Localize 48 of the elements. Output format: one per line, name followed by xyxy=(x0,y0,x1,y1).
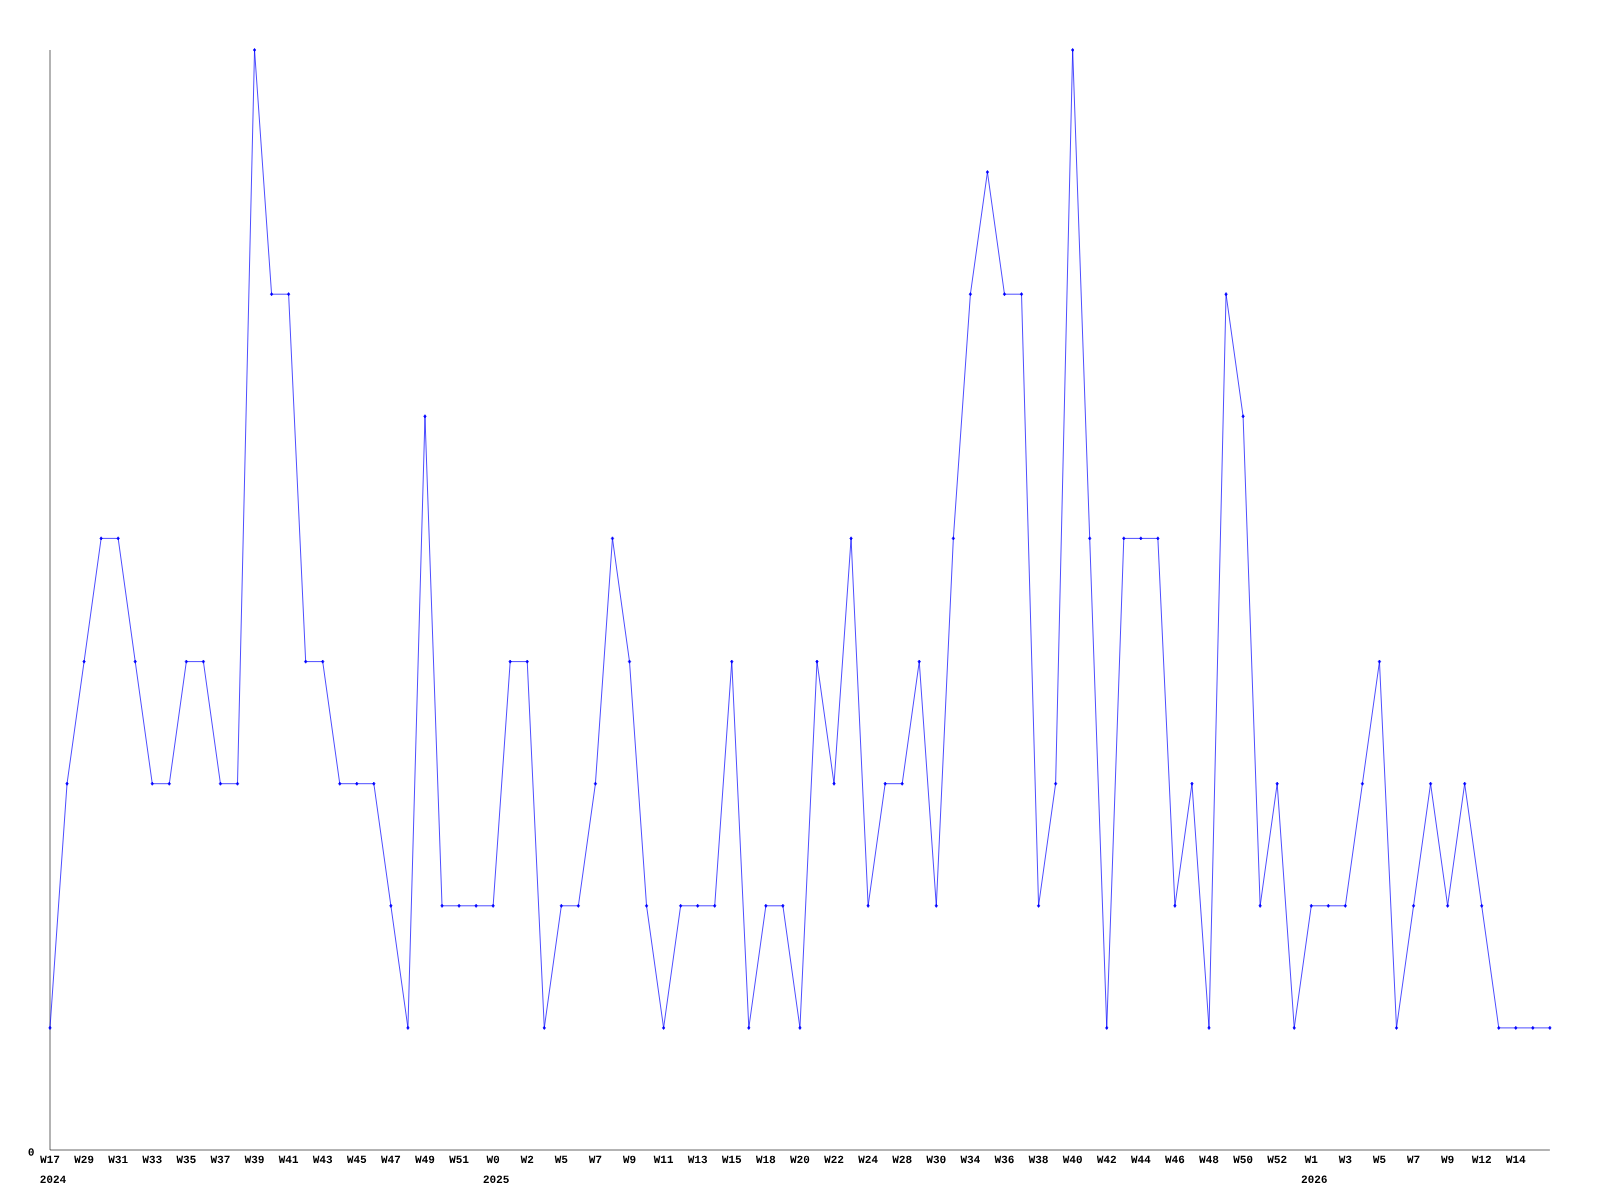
text: 0 xyxy=(28,1148,34,1156)
x-tick-label: W29 xyxy=(74,1155,94,1164)
x-tick-label: W1 xyxy=(1304,1155,1318,1163)
x-tick-label: W37 xyxy=(210,1155,230,1164)
x-tick-label: W13 xyxy=(687,1155,708,1164)
x-tick-label: W12 xyxy=(1471,1155,1491,1164)
x-tick-label: W17 xyxy=(40,1155,60,1163)
x-tick-label: W0 xyxy=(486,1155,500,1164)
x-tick-label: W48 xyxy=(1199,1155,1219,1164)
x-tick-label: W49 xyxy=(415,1155,435,1164)
x-tick-label: W9 xyxy=(622,1155,636,1164)
x-tick-label: W46 xyxy=(1165,1155,1185,1164)
x-tick-label: W28 xyxy=(892,1155,912,1164)
x-tick-label: W34 xyxy=(960,1155,980,1164)
text: 2026 xyxy=(1301,1175,1327,1183)
text: 2025 xyxy=(483,1175,509,1183)
x-tick-label: W35 xyxy=(176,1155,196,1164)
x-tick-label: W47 xyxy=(380,1155,401,1163)
x-tick-label: W36 xyxy=(994,1155,1014,1164)
x-tick-label: W40 xyxy=(1062,1155,1082,1164)
x-tick-label: W18 xyxy=(755,1155,776,1164)
x-tick-label: W50 xyxy=(1233,1155,1253,1164)
x-tick-label: W45 xyxy=(346,1155,367,1164)
x-tick-label: W41 xyxy=(278,1155,299,1163)
x-tick-label: W30 xyxy=(926,1155,946,1164)
x-tick-label: W33 xyxy=(142,1155,162,1164)
x-tick-label: W9 xyxy=(1441,1155,1454,1164)
x-tick-label: W38 xyxy=(1028,1155,1048,1164)
x-tick-label: W7 xyxy=(1406,1155,1420,1163)
x-tick-label: W5 xyxy=(554,1155,568,1164)
x-tick-label: W15 xyxy=(721,1155,742,1164)
x-tick-label: W44 xyxy=(1130,1155,1151,1163)
x-tick-label: W39 xyxy=(244,1155,264,1164)
x-tick-label: W14 xyxy=(1505,1155,1526,1163)
x-tick-label: W51 xyxy=(449,1155,469,1164)
x-tick-label: W3 xyxy=(1338,1155,1352,1164)
x-tick-label: W31 xyxy=(108,1155,128,1164)
x-tick-label: W52 xyxy=(1267,1155,1287,1164)
x-tick-label: W20 xyxy=(790,1155,810,1164)
x-tick-label: W11 xyxy=(653,1155,674,1163)
x-tick-label: W22 xyxy=(824,1155,844,1164)
x-tick-label: W42 xyxy=(1096,1155,1116,1164)
x-tick-label: W7 xyxy=(588,1155,602,1163)
x-tick-label: W43 xyxy=(312,1155,333,1164)
text: 2024 xyxy=(40,1175,66,1183)
x-tick-label: W24 xyxy=(858,1155,878,1164)
x-tick-label: W5 xyxy=(1372,1155,1386,1164)
x-tick-label: W2 xyxy=(520,1155,534,1164)
